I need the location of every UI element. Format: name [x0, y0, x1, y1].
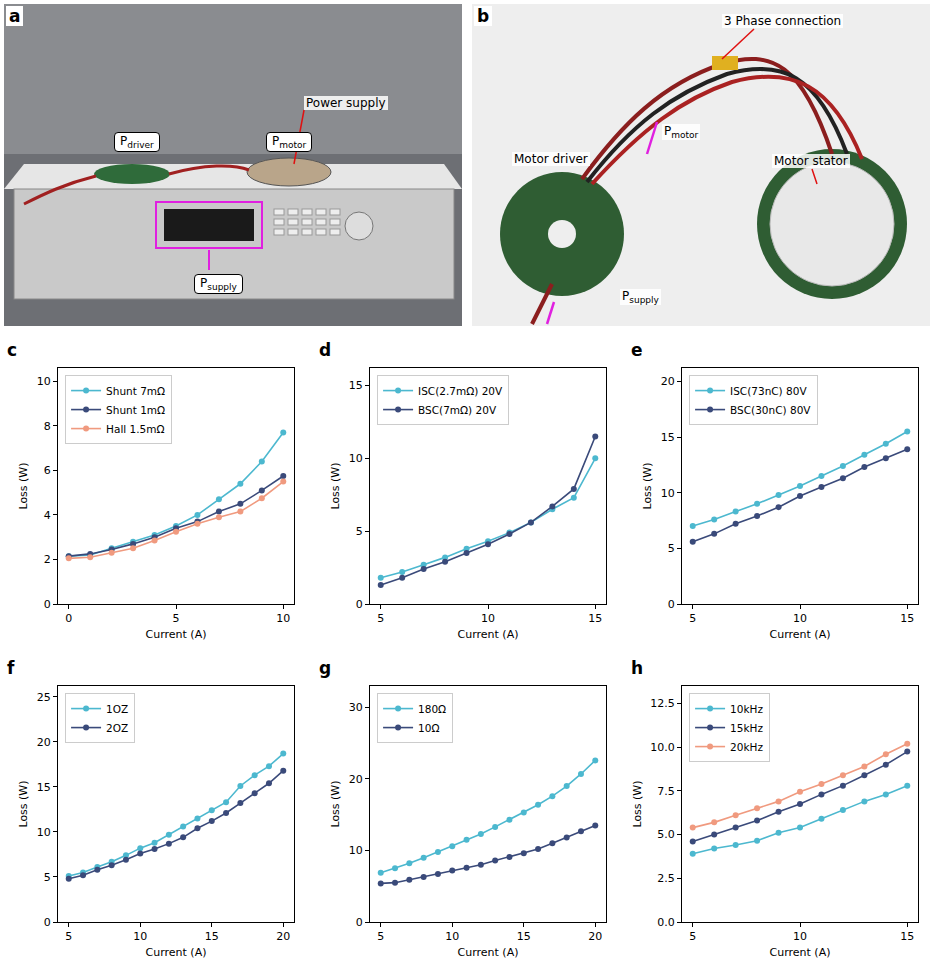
svg-text:2: 2	[44, 553, 51, 566]
svg-text:10: 10	[793, 612, 807, 625]
svg-text:10: 10	[793, 930, 807, 943]
svg-text:20: 20	[349, 773, 363, 786]
svg-text:Current (A): Current (A)	[458, 946, 519, 959]
svg-text:15: 15	[37, 781, 51, 794]
svg-text:10: 10	[349, 452, 363, 465]
svg-text:0: 0	[356, 916, 363, 929]
svg-text:Loss (W): Loss (W)	[329, 780, 342, 827]
svg-text:Loss (W): Loss (W)	[17, 780, 30, 827]
svg-text:10: 10	[661, 487, 675, 500]
svg-text:BSC(30nC) 80V: BSC(30nC) 80V	[730, 404, 811, 416]
svg-text:10: 10	[445, 930, 459, 943]
svg-text:BSC(7mΩ) 20V: BSC(7mΩ) 20V	[418, 404, 497, 416]
svg-text:10kHz: 10kHz	[730, 703, 763, 715]
svg-text:ISC(73nC) 80V: ISC(73nC) 80V	[730, 385, 807, 397]
html-text:Pmotor: Pmotor	[664, 124, 699, 141]
svg-text:15: 15	[900, 930, 914, 943]
svg-text:5: 5	[44, 871, 51, 884]
html-text:Motor stator: Motor stator	[774, 154, 848, 168]
svg-text:Current (A): Current (A)	[770, 628, 831, 641]
html-text:f: f	[7, 658, 15, 678]
svg-text:1OZ: 1OZ	[106, 703, 128, 715]
svg-text:15: 15	[588, 612, 602, 625]
svg-text:20: 20	[588, 930, 602, 943]
html-text:e: e	[631, 340, 643, 360]
html-text:Psupply: Psupply	[622, 289, 659, 306]
svg-text:10: 10	[481, 612, 495, 625]
svg-text:Current (A): Current (A)	[770, 946, 831, 959]
svg-text:15: 15	[205, 930, 219, 943]
html-text:g: g	[319, 658, 332, 678]
svg-text:5.0: 5.0	[657, 828, 675, 841]
svg-text:30: 30	[349, 701, 363, 714]
svg-text:Loss (W): Loss (W)	[631, 780, 644, 827]
svg-text:5: 5	[377, 612, 384, 625]
svg-text:5: 5	[689, 612, 696, 625]
html-text:a: a	[9, 6, 21, 26]
svg-text:Current (A): Current (A)	[146, 628, 207, 641]
svg-text:5: 5	[689, 930, 696, 943]
svg-text:15: 15	[661, 431, 675, 444]
svg-text:15: 15	[900, 612, 914, 625]
svg-text:12.5: 12.5	[650, 697, 675, 710]
svg-text:Hall 1.5mΩ: Hall 1.5mΩ	[106, 423, 164, 435]
svg-text:5: 5	[356, 525, 363, 538]
svg-text:20: 20	[661, 375, 675, 388]
svg-text:10: 10	[276, 612, 290, 625]
svg-text:0: 0	[44, 916, 51, 929]
svg-text:Current (A): Current (A)	[458, 628, 519, 641]
svg-text:25: 25	[37, 691, 51, 704]
html-text:Pmotor: Pmotor	[272, 134, 307, 151]
svg-text:5: 5	[65, 930, 72, 943]
svg-text:ISC(2.7mΩ) 20V: ISC(2.7mΩ) 20V	[418, 385, 503, 397]
svg-text:20: 20	[276, 930, 290, 943]
svg-text:5: 5	[173, 612, 180, 625]
svg-text:2.5: 2.5	[657, 872, 675, 885]
svg-text:2OZ: 2OZ	[106, 722, 128, 734]
svg-text:20kHz: 20kHz	[730, 741, 763, 753]
svg-text:0: 0	[356, 598, 363, 611]
html-text:h: h	[631, 658, 644, 678]
html-text:Motor driver: Motor driver	[514, 152, 588, 166]
svg-text:Loss (W): Loss (W)	[329, 462, 342, 509]
svg-text:0: 0	[44, 598, 51, 611]
svg-text:Shunt 7mΩ: Shunt 7mΩ	[106, 385, 165, 397]
svg-text:4: 4	[44, 509, 51, 522]
svg-text:0.0: 0.0	[657, 916, 675, 929]
svg-text:8: 8	[44, 420, 51, 433]
html-text:Psupply: Psupply	[200, 276, 237, 293]
html-text:b: b	[477, 6, 490, 26]
svg-text:10: 10	[37, 826, 51, 839]
svg-text:15: 15	[517, 930, 531, 943]
svg-text:Loss (W): Loss (W)	[17, 462, 30, 509]
svg-text:5: 5	[377, 930, 384, 943]
html-text:c: c	[7, 340, 18, 360]
html-text:Power supply: Power supply	[306, 96, 386, 110]
svg-text:7.5: 7.5	[657, 785, 675, 798]
svg-text:6: 6	[44, 464, 51, 477]
html-text:d: d	[319, 340, 332, 360]
svg-text:10.0: 10.0	[650, 741, 675, 754]
svg-text:0: 0	[65, 612, 72, 625]
svg-text:15kHz: 15kHz	[730, 722, 763, 734]
svg-text:15: 15	[349, 379, 363, 392]
html-text:3 Phase connection: 3 Phase connection	[724, 14, 842, 28]
html-text:Pdriver: Pdriver	[120, 134, 154, 151]
svg-text:0: 0	[668, 598, 675, 611]
svg-text:Shunt 1mΩ: Shunt 1mΩ	[106, 404, 165, 416]
svg-text:10Ω: 10Ω	[418, 722, 439, 734]
svg-text:180Ω: 180Ω	[418, 703, 446, 715]
svg-text:Current (A): Current (A)	[146, 946, 207, 959]
svg-text:10: 10	[37, 375, 51, 388]
svg-text:10: 10	[133, 930, 147, 943]
svg-text:20: 20	[37, 736, 51, 749]
svg-text:Loss (W): Loss (W)	[641, 462, 654, 509]
svg-text:10: 10	[349, 844, 363, 857]
svg-text:5: 5	[668, 542, 675, 555]
